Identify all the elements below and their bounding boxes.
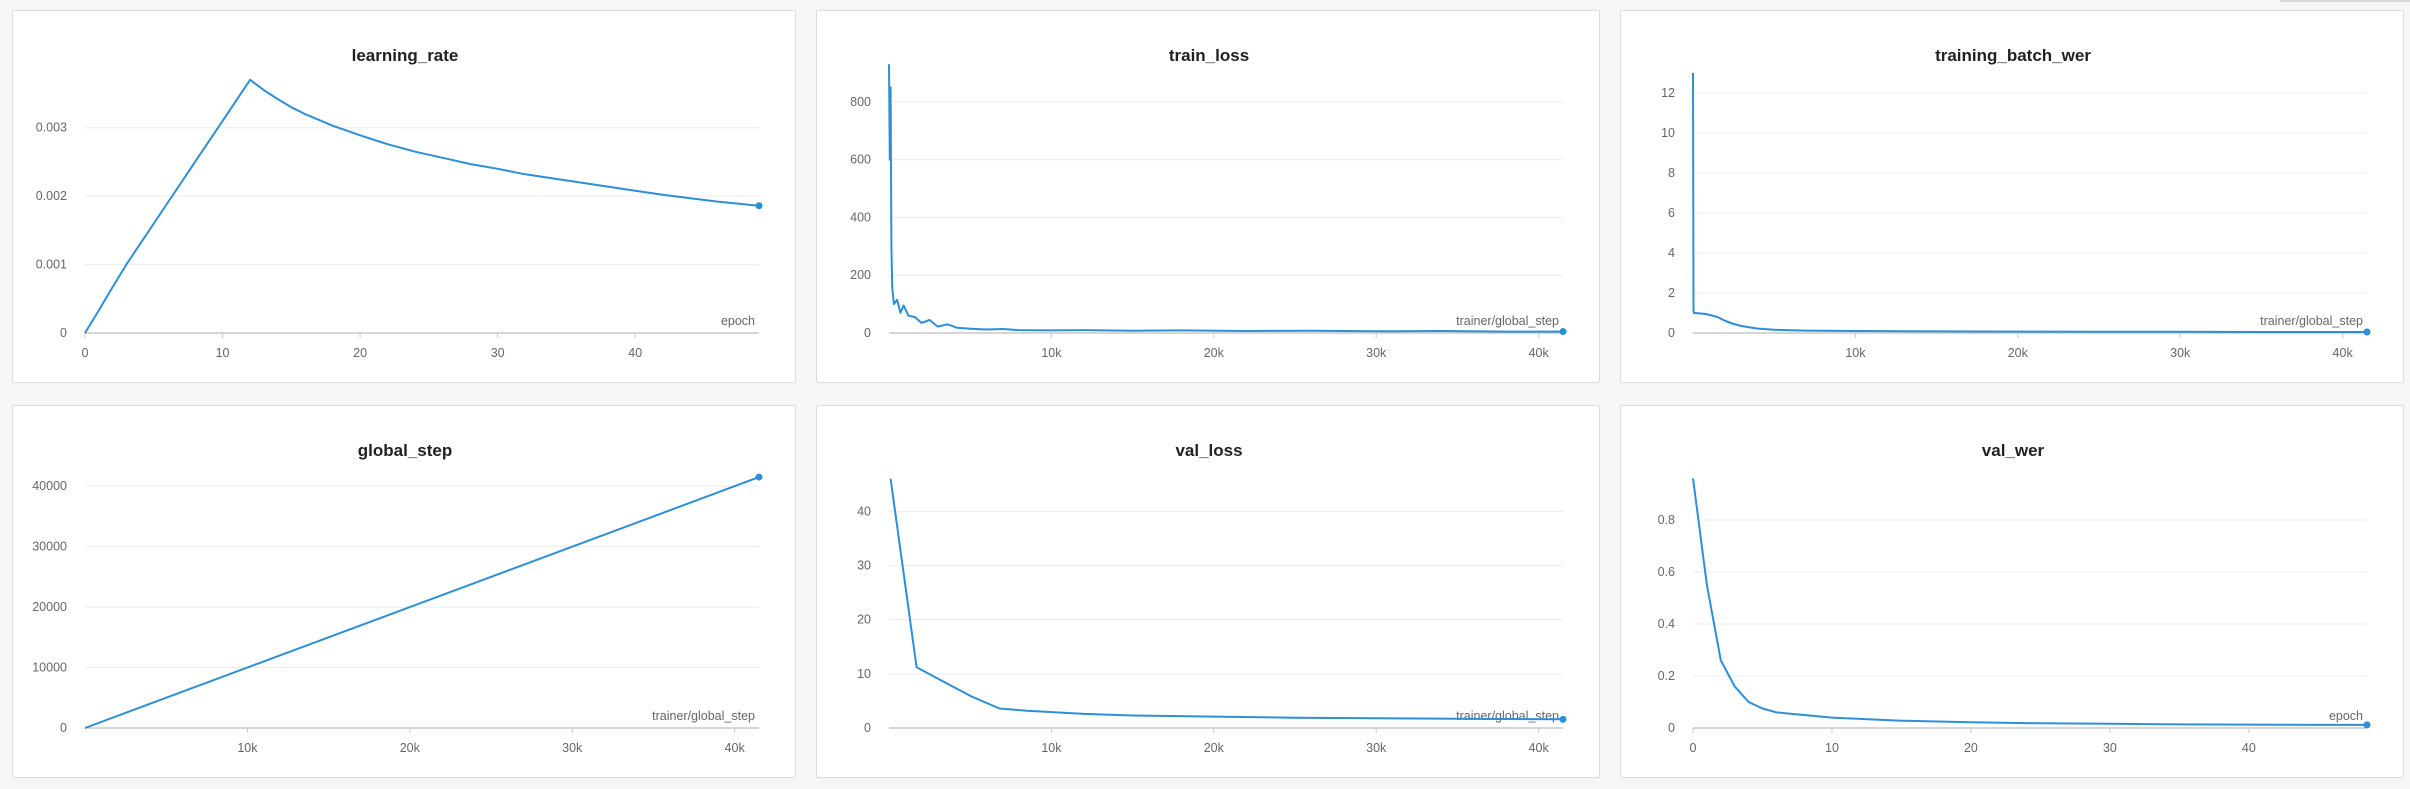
series-line-val_loss[interactable] — [889, 478, 1564, 721]
x-tick-label: 40 — [2242, 741, 2256, 755]
x-tick-label: 20k — [400, 741, 421, 755]
y-tick-label: 0 — [1668, 326, 1675, 340]
y-tick-label: 0.2 — [1658, 669, 1675, 683]
y-tick-label: 6 — [1668, 206, 1675, 220]
x-tick-label: 20k — [1204, 346, 1225, 360]
y-tick-label: 800 — [850, 95, 871, 109]
x-tick-label: 0 — [1690, 741, 1697, 755]
y-tick-label: 40000 — [32, 479, 67, 493]
series-end-point[interactable] — [1559, 328, 1567, 336]
x-tick-label: 40k — [1529, 741, 1550, 755]
y-tick-label: 0 — [1668, 721, 1675, 735]
y-tick-label: 10000 — [32, 661, 67, 675]
y-tick-label: 20000 — [32, 600, 67, 614]
series-line-train_loss[interactable] — [888, 64, 1563, 333]
x-tick-label: 30 — [491, 346, 505, 360]
x-tick-label: 20 — [353, 346, 367, 360]
x-axis-label: trainer/global_step — [1456, 709, 1559, 723]
scrollbar-stub[interactable] — [2280, 0, 2410, 2]
chart-title: train_loss — [1169, 46, 1249, 65]
x-axis-label: epoch — [721, 314, 755, 328]
y-tick-label: 600 — [850, 153, 871, 167]
x-tick-label: 40 — [628, 346, 642, 360]
x-tick-label: 20k — [2008, 346, 2029, 360]
x-tick-label: 30k — [562, 741, 583, 755]
x-tick-label: 40k — [725, 741, 746, 755]
y-tick-label: 12 — [1661, 86, 1675, 100]
chart-title: global_step — [358, 441, 452, 460]
panel-val-loss[interactable]: val_loss 0 10 20 30 40 10k 20k 30k 40k trainer/glo… — [816, 405, 1600, 778]
x-axis-label: epoch — [2329, 709, 2363, 723]
x-tick-label: 10 — [1825, 741, 1839, 755]
x-axis-label: trainer/global_step — [2260, 314, 2363, 328]
x-tick-label: 30k — [1366, 346, 1387, 360]
x-axis-label: trainer/global_step — [652, 709, 755, 723]
y-tick-label: 40 — [857, 504, 871, 518]
learning_rate-chart[interactable]: learning_rate 0 0.001 0.002 0.003 0 10 20 30 40 ep… — [13, 11, 797, 384]
y-tick-label: 0.4 — [1658, 617, 1675, 631]
x-tick-label: 30k — [1366, 741, 1387, 755]
series-end-point[interactable] — [755, 202, 763, 210]
panel-training-batch-wer[interactable]: training_batch_wer 0 2 4 6 8 10 12 10k 20k 30k 40k t… — [1620, 10, 2404, 383]
chart-title: val_loss — [1175, 441, 1242, 460]
y-tick-label: 0.8 — [1658, 513, 1675, 527]
x-tick-label: 20 — [1964, 741, 1978, 755]
y-tick-label: 0 — [864, 326, 871, 340]
chart-title: val_wer — [1982, 441, 2045, 460]
global_step-chart[interactable]: global_step 0 10000 20000 30000 40000 10k 20k 30… — [13, 406, 797, 779]
series-end-point[interactable] — [2363, 328, 2371, 336]
x-axis-label: trainer/global_step — [1456, 314, 1559, 328]
chart-title: learning_rate — [352, 46, 459, 65]
val_wer-chart[interactable]: val_wer 0 0.2 0.4 0.6 0.8 0 10 20 30 40 epoch — [1621, 406, 2405, 779]
y-tick-label: 10 — [857, 667, 871, 681]
y-tick-label: 400 — [850, 210, 871, 224]
y-tick-label: 2 — [1668, 286, 1675, 300]
x-tick-label: 30 — [2103, 741, 2117, 755]
series-end-point[interactable] — [2363, 721, 2371, 729]
y-tick-label: 0.003 — [36, 121, 67, 135]
training_batch_wer-chart[interactable]: training_batch_wer 0 2 4 6 8 10 12 10k 20k 30k 40k t… — [1621, 11, 2405, 384]
series-line-global_step[interactable] — [84, 476, 760, 729]
chart-title: training_batch_wer — [1935, 46, 2091, 65]
y-tick-label: 0.001 — [36, 258, 67, 272]
x-tick-label: 10k — [1845, 346, 1866, 360]
x-tick-label: 30k — [2170, 346, 2191, 360]
y-tick-label: 200 — [850, 268, 871, 282]
series-line-learning_rate[interactable] — [84, 78, 760, 334]
y-tick-label: 0 — [60, 721, 67, 735]
x-tick-label: 40k — [1529, 346, 1550, 360]
x-tick-label: 0 — [82, 346, 89, 360]
panel-learning-rate[interactable]: learning_rate 0 0.001 0.002 0.003 0 10 20 30 40 ep… — [12, 10, 796, 383]
y-tick-label: 20 — [857, 613, 871, 627]
y-tick-label: 10 — [1661, 126, 1675, 140]
x-tick-label: 40k — [2333, 346, 2354, 360]
y-tick-label: 8 — [1668, 166, 1675, 180]
x-tick-label: 10k — [237, 741, 258, 755]
series-end-point[interactable] — [1559, 715, 1567, 723]
panel-train-loss[interactable]: train_loss 0 200 400 600 800 10k 20k 30k 40k train… — [816, 10, 1600, 383]
x-tick-label: 10 — [216, 346, 230, 360]
series-line-training_batch_wer[interactable] — [1692, 72, 2367, 333]
y-tick-label: 0.002 — [36, 189, 67, 203]
y-tick-label: 0 — [864, 721, 871, 735]
y-tick-label: 0.6 — [1658, 565, 1675, 579]
x-tick-label: 10k — [1041, 346, 1062, 360]
series-end-point[interactable] — [755, 473, 763, 481]
panel-val-wer[interactable]: val_wer 0 0.2 0.4 0.6 0.8 0 10 20 30 40 epoch — [1620, 405, 2404, 778]
y-tick-label: 30 — [857, 559, 871, 573]
x-tick-label: 20k — [1204, 741, 1225, 755]
x-tick-label: 10k — [1041, 741, 1062, 755]
panel-global-step[interactable]: global_step 0 10000 20000 30000 40000 10k 20k 30… — [12, 405, 796, 778]
series-line-val_wer[interactable] — [1692, 478, 2367, 726]
train_loss-chart[interactable]: train_loss 0 200 400 600 800 10k 20k 30k 40k train… — [817, 11, 1601, 384]
y-tick-label: 0 — [60, 326, 67, 340]
val_loss-chart[interactable]: val_loss 0 10 20 30 40 10k 20k 30k 40k trainer/glo… — [817, 406, 1601, 779]
y-tick-label: 30000 — [32, 540, 67, 554]
y-tick-label: 4 — [1668, 246, 1675, 260]
